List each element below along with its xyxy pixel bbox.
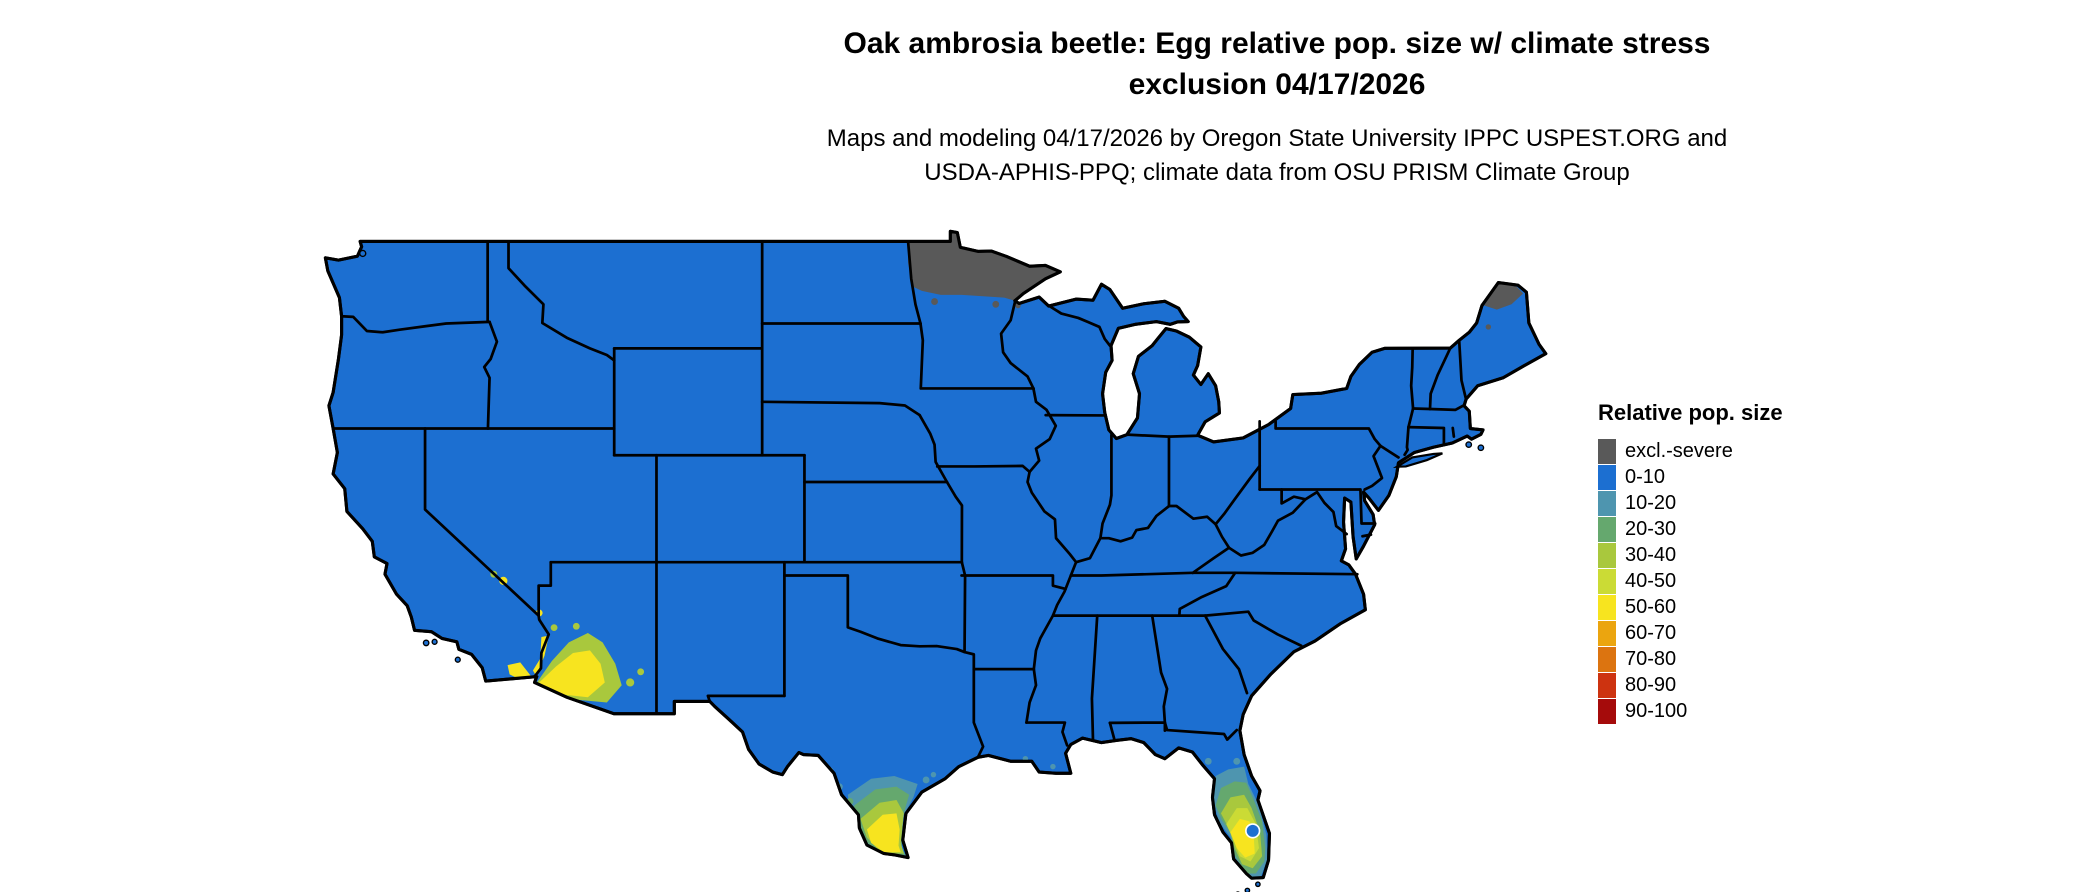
- legend-swatch-70-80: [1598, 646, 1616, 672]
- state-borders: [331, 240, 1468, 759]
- legend-item-label: 90-100: [1625, 699, 1688, 722]
- legend-swatch-10-20: [1598, 490, 1616, 516]
- legend-items: excl.-severe 0-10 10-20 20-30 30-40 40-50 50-6…: [1598, 438, 1783, 724]
- map-subtitle-line2: USDA-APHIS-PPQ; climate data from OSU PR…: [924, 158, 1630, 186]
- land-area: [323, 229, 1548, 880]
- legend-item-label: 30-40: [1625, 543, 1677, 566]
- map-title-line2: exclusion 04/17/2026: [1128, 67, 1426, 101]
- legend-item: 0-10: [1598, 464, 1783, 490]
- legend-item: 90-100: [1598, 698, 1783, 724]
- legend-item-label: 60-70: [1625, 621, 1677, 644]
- legend-item-label: 20-30: [1625, 517, 1677, 540]
- legend-item: excl.-severe: [1598, 438, 1783, 464]
- legend-item-label: 50-60: [1625, 595, 1677, 618]
- legend-swatch-40-50: [1598, 568, 1616, 594]
- long-island: [1392, 452, 1443, 468]
- legend-item-label: excl.-severe: [1625, 439, 1733, 462]
- legend-item: 30-40: [1598, 542, 1783, 568]
- legend-item-label: 0-10: [1625, 465, 1666, 488]
- legend-item-label: 10-20: [1625, 491, 1677, 514]
- islands: [359, 249, 1485, 892]
- legend-item: 70-80: [1598, 646, 1783, 672]
- legend: Relative pop. size excl.-severe 0-10 10-20…: [1598, 400, 1783, 724]
- legend-swatch-50-60: [1598, 594, 1616, 620]
- legend-swatch-80-90: [1598, 672, 1616, 698]
- texas-50-60: [866, 813, 901, 853]
- legend-swatch-60-70: [1598, 620, 1616, 646]
- legend-item: 50-60: [1598, 594, 1783, 620]
- minnesota-exclusion: [908, 231, 1061, 301]
- map-subtitle: Maps and modeling 04/17/2026 by Oregon S…: [450, 122, 2100, 189]
- legend-item: 20-30: [1598, 516, 1783, 542]
- arizona-50-60: [539, 650, 605, 698]
- legend-item-label: 80-90: [1625, 673, 1677, 696]
- map-subtitle-line1: Maps and modeling 04/17/2026 by Oregon S…: [826, 125, 1728, 152]
- legend-swatch-30-40: [1598, 542, 1616, 568]
- legend-swatch-20-30: [1598, 516, 1616, 542]
- map-data-patches: [490, 231, 1524, 878]
- map-title: Oak ambrosia beetle: Egg relative pop. s…: [450, 24, 2100, 105]
- legend-title: Relative pop. size: [1598, 400, 1783, 425]
- legend-swatch-90-100: [1598, 698, 1616, 724]
- legend-item: 60-70: [1598, 620, 1783, 646]
- legend-swatch-0-10: [1598, 464, 1616, 490]
- legend-item: 40-50: [1598, 568, 1783, 594]
- legend-item: 80-90: [1598, 672, 1783, 698]
- maine-exclusion: [1484, 282, 1524, 310]
- us-map-svg: [323, 229, 1548, 892]
- national-outline: [323, 229, 1548, 880]
- legend-item-label: 40-50: [1625, 569, 1677, 592]
- california-imperial-50-60: [507, 662, 531, 679]
- legend-item-label: 70-80: [1625, 647, 1677, 670]
- lake-okeechobee: [1245, 823, 1261, 839]
- map-title-line1: Oak ambrosia beetle: Egg relative pop. s…: [843, 27, 1711, 60]
- legend-item: 10-20: [1598, 490, 1783, 516]
- legend-swatch-excl.-severe: [1598, 438, 1616, 464]
- us-map: [312, 228, 1553, 892]
